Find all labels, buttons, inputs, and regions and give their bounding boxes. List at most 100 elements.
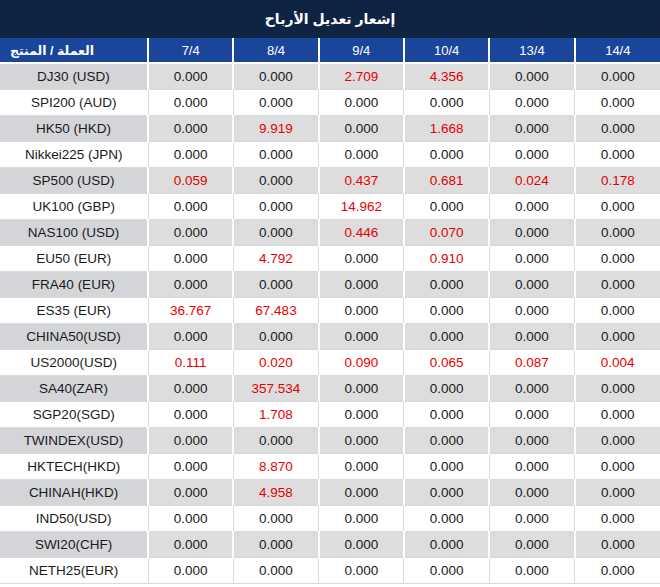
value-cell: 0.000	[404, 297, 489, 323]
value-cell: 0.000	[575, 63, 660, 89]
title-bar: إشعار تعديل الأرباح	[0, 0, 660, 38]
value-cell: 0.111	[148, 349, 233, 375]
value-cell: 0.000	[404, 89, 489, 115]
product-currency-header: العملة / المنتج	[0, 38, 148, 63]
value-cell: 0.000	[489, 245, 574, 271]
value-cell: 0.000	[319, 271, 404, 297]
dividend-adjustment-panel: إشعار تعديل الأرباح العملة / المنتج 7/4 …	[0, 0, 660, 584]
value-cell: 0.000	[148, 531, 233, 557]
date-header: 13/4	[489, 38, 574, 63]
date-header: 7/4	[148, 38, 233, 63]
product-name-cell: SWI20(CHF)	[0, 531, 148, 557]
value-cell: 0.000	[319, 453, 404, 479]
table-row: DJ30 (USD)0.0000.0002.7094.3560.0000.000	[0, 63, 660, 89]
table-row: TWINDEX(USD)0.0000.0000.0000.0000.0000.0…	[0, 427, 660, 453]
value-cell: 0.000	[233, 63, 318, 89]
value-cell: 0.000	[319, 401, 404, 427]
value-cell: 0.000	[233, 141, 318, 167]
value-cell: 0.000	[575, 297, 660, 323]
table-row: IND50(USD)0.0000.0000.0000.0000.0000.000	[0, 505, 660, 531]
value-cell: 0.090	[319, 349, 404, 375]
table-header-row: العملة / المنتج 7/4 8/4 9/4 10/4 13/4 14…	[0, 38, 660, 63]
value-cell: 0.000	[319, 505, 404, 531]
value-cell: 0.000	[404, 479, 489, 505]
value-cell: 0.000	[575, 89, 660, 115]
value-cell: 4.958	[233, 479, 318, 505]
value-cell: 0.000	[489, 401, 574, 427]
value-cell: 4.356	[404, 63, 489, 89]
value-cell: 0.000	[233, 531, 318, 557]
value-cell: 0.000	[489, 297, 574, 323]
value-cell: 36.767	[148, 297, 233, 323]
value-cell: 0.000	[148, 115, 233, 141]
value-cell: 0.000	[489, 427, 574, 453]
table-row: US2000(USD)0.1110.0200.0900.0650.0870.00…	[0, 349, 660, 375]
value-cell: 0.000	[575, 193, 660, 219]
value-cell: 0.437	[319, 167, 404, 193]
value-cell: 0.000	[148, 323, 233, 349]
value-cell: 0.000	[575, 323, 660, 349]
value-cell: 0.000	[148, 401, 233, 427]
value-cell: 0.000	[233, 193, 318, 219]
value-cell: 0.000	[489, 453, 574, 479]
value-cell: 0.000	[319, 89, 404, 115]
product-name-cell: NETH25(EUR)	[0, 557, 148, 583]
value-cell: 0.000	[575, 479, 660, 505]
value-cell: 9.919	[233, 115, 318, 141]
value-cell: 4.792	[233, 245, 318, 271]
date-header: 10/4	[404, 38, 489, 63]
value-cell: 0.000	[575, 115, 660, 141]
value-cell: 0.000	[575, 401, 660, 427]
page-title: إشعار تعديل الأرباح	[265, 11, 395, 27]
value-cell: 0.000	[489, 323, 574, 349]
value-cell: 0.000	[148, 375, 233, 401]
value-cell: 0.004	[575, 349, 660, 375]
value-cell: 0.000	[575, 531, 660, 557]
value-cell: 0.000	[233, 167, 318, 193]
value-cell: 0.000	[148, 479, 233, 505]
product-name-cell: CHINAH(HKD)	[0, 479, 148, 505]
value-cell: 0.000	[404, 323, 489, 349]
table-row: EU50 (EUR)0.0004.7920.0000.9100.0000.000	[0, 245, 660, 271]
value-cell: 0.000	[319, 427, 404, 453]
value-cell: 67.483	[233, 297, 318, 323]
value-cell: 0.087	[489, 349, 574, 375]
table-body: DJ30 (USD)0.0000.0002.7094.3560.0000.000…	[0, 63, 660, 583]
value-cell: 0.000	[233, 557, 318, 583]
value-cell: 0.000	[489, 505, 574, 531]
value-cell: 0.178	[575, 167, 660, 193]
value-cell: 0.000	[319, 479, 404, 505]
value-cell: 0.000	[489, 479, 574, 505]
value-cell: 0.000	[233, 219, 318, 245]
table-row: HKTECH(HKD)0.0008.8700.0000.0000.0000.00…	[0, 453, 660, 479]
product-name-cell: FRA40 (EUR)	[0, 271, 148, 297]
value-cell: 0.070	[404, 219, 489, 245]
value-cell: 0.000	[319, 297, 404, 323]
value-cell: 0.020	[233, 349, 318, 375]
product-name-cell: EU50 (EUR)	[0, 245, 148, 271]
value-cell: 0.000	[319, 531, 404, 557]
value-cell: 0.024	[489, 167, 574, 193]
table-row: Nikkei225 (JPN)0.0000.0000.0000.0000.000…	[0, 141, 660, 167]
table-row: SGP20(SGD)0.0001.7080.0000.0000.0000.000	[0, 401, 660, 427]
table-row: SPI200 (AUD)0.0000.0000.0000.0000.0000.0…	[0, 89, 660, 115]
table-row: SA40(ZAR)0.000357.5340.0000.0000.0000.00…	[0, 375, 660, 401]
date-header: 14/4	[575, 38, 660, 63]
value-cell: 0.000	[148, 427, 233, 453]
table-row: FRA40 (EUR)0.0000.0000.0000.0000.0000.00…	[0, 271, 660, 297]
value-cell: 0.000	[575, 505, 660, 531]
product-name-cell: SGP20(SGD)	[0, 401, 148, 427]
product-name-cell: SA40(ZAR)	[0, 375, 148, 401]
value-cell: 0.000	[404, 531, 489, 557]
dividend-adjustment-table: العملة / المنتج 7/4 8/4 9/4 10/4 13/4 14…	[0, 38, 660, 584]
value-cell: 0.000	[575, 453, 660, 479]
product-name-cell: Nikkei225 (JPN)	[0, 141, 148, 167]
value-cell: 0.000	[148, 141, 233, 167]
table-row: SWI20(CHF)0.0000.0000.0000.0000.0000.000	[0, 531, 660, 557]
product-name-cell: DJ30 (USD)	[0, 63, 148, 89]
value-cell: 0.000	[233, 89, 318, 115]
value-cell: 0.000	[233, 427, 318, 453]
value-cell: 0.000	[148, 63, 233, 89]
value-cell: 0.000	[148, 89, 233, 115]
value-cell: 0.910	[404, 245, 489, 271]
